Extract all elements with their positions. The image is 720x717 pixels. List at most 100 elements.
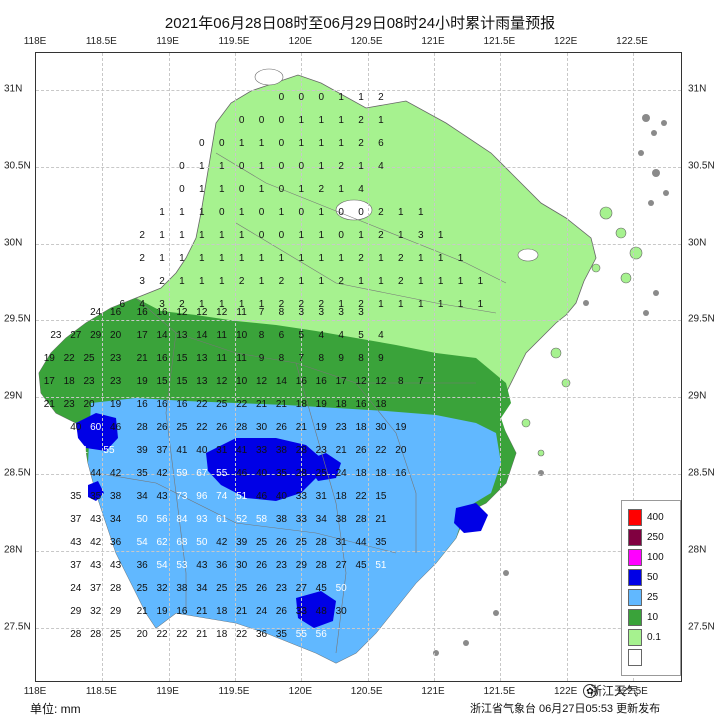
rainfall-value: 54 [136,537,148,549]
rainfall-value: 38 [110,491,122,503]
lake-taihu [335,199,373,221]
islands [521,206,643,457]
rainfall-value: 38 [275,444,287,456]
rainfall-value: 22 [236,629,248,641]
rainfall-value: 23 [110,352,122,364]
rainfall-value: 16 [395,468,407,480]
rainfall-value: 53 [176,560,188,572]
rainfall-value: 1 [338,114,344,126]
rainfall-value: 0 [218,137,225,149]
rainfall-value: 15 [375,491,387,503]
rainfall-value: 1 [179,229,185,241]
rainfall-value: 18 [335,398,347,410]
rainfall-value: 0 [278,160,285,172]
rainfall-value: 25 [236,583,248,595]
rainfall-value: 2 [358,137,364,149]
rainfall-value: 2 [179,299,185,310]
x-tick-label: 120E [288,36,313,47]
rainfall-value: 46 [236,468,248,480]
rainfall-value: 9 [378,352,384,364]
rain-core-west [76,413,118,451]
rainfall-value: 28 [355,514,367,526]
rainfall-value: 2 [278,299,285,310]
rainfall-value: 1 [417,275,424,287]
rainfall-value: 19 [110,398,122,410]
rainfall-value: 0 [179,183,185,195]
rainfall-value: 16 [176,398,188,410]
rainfall-value: 54 [156,560,168,572]
y-tick-label: 29.5N [4,313,31,325]
rainfall-value: 1 [159,229,165,241]
rainfall-value: 16 [176,606,188,618]
grid-line [36,474,681,476]
rainfall-value: 14 [275,375,287,387]
rainfall-value: 1 [298,114,305,126]
rainfall-value: 16 [136,306,148,318]
rainfall-value: 1 [457,299,464,310]
rainfall-value: 19 [315,398,327,410]
rainfall-value: 8 [278,352,285,364]
x-tick-label: 119E [156,36,179,47]
rainfall-value: 22 [63,352,75,364]
legend-swatch [628,649,642,666]
rainfall-value: 31 [335,537,347,549]
grid-line [235,53,236,681]
legend-item: 100 [628,549,678,567]
y-tick-label: 29N [4,390,23,402]
x-tick-label: 119.5E [218,36,250,47]
rainfall-value: 67 [196,468,208,480]
rainfall-value: 12 [216,375,228,387]
rainfall-value: 17 [335,375,347,387]
rainfall-value: 24 [90,306,102,318]
rainfall-value: 0 [278,91,285,103]
rainfall-value: 29 [90,329,102,341]
legend-swatch [628,529,642,546]
rainfall-value: 1 [238,252,245,264]
rainfall-value: 16 [156,306,168,318]
grid-line [566,53,568,681]
rainfall-value: 30 [375,421,387,433]
legend-swatch [628,509,642,526]
rainfall-value: 1 [398,229,404,241]
grid-line [36,550,681,552]
rainfall-value: 11 [216,329,227,341]
rainfall-value: 43 [90,560,102,572]
x-tick-label: 120E [288,686,313,697]
rainfall-value: 50 [196,537,208,549]
legend-item: 25 [628,589,678,607]
rainfall-value: 2 [358,299,364,310]
rainfall-value: 41 [236,444,248,456]
rainfall-value: 1 [298,252,305,264]
grid-line [633,53,634,681]
rainfall-value: 12 [176,306,188,318]
rainfall-value: 12 [196,306,208,318]
rainfall-value: 3 [318,306,324,318]
rainfall-value: 32 [156,583,168,595]
rainfall-value: 1 [258,160,265,172]
rainfall-value: 60 [90,421,102,433]
x-tick-label: 120.5E [350,36,383,47]
rainfall-value: 37 [156,444,168,456]
rainfall-value: 2 [298,299,305,310]
rainfall-value: 3 [338,306,344,318]
lake-east [517,248,539,262]
rainfall-value: 0 [318,91,324,103]
rainfall-value: 25 [176,421,188,433]
rainfall-value: 12 [255,375,268,387]
x-tick-label: 119E [156,686,179,697]
rainfall-value: 28 [315,560,327,572]
rainfall-value: 34 [110,514,122,526]
legend-label: 400 [647,512,664,523]
rainfall-value: 21 [196,629,208,641]
rainfall-value: 1 [238,137,245,149]
rainfall-value: 23 [275,583,287,595]
rainfall-value: 18 [355,421,367,433]
rainfall-value: 18 [355,468,367,480]
rainfall-value: 1 [199,275,205,287]
x-tick-label: 121.5E [483,36,516,47]
rainfall-value: 16 [156,398,168,410]
rainfall-value: 0 [278,183,285,195]
rainfall-value: 15 [176,375,188,387]
rainfall-value: 1 [318,229,324,241]
